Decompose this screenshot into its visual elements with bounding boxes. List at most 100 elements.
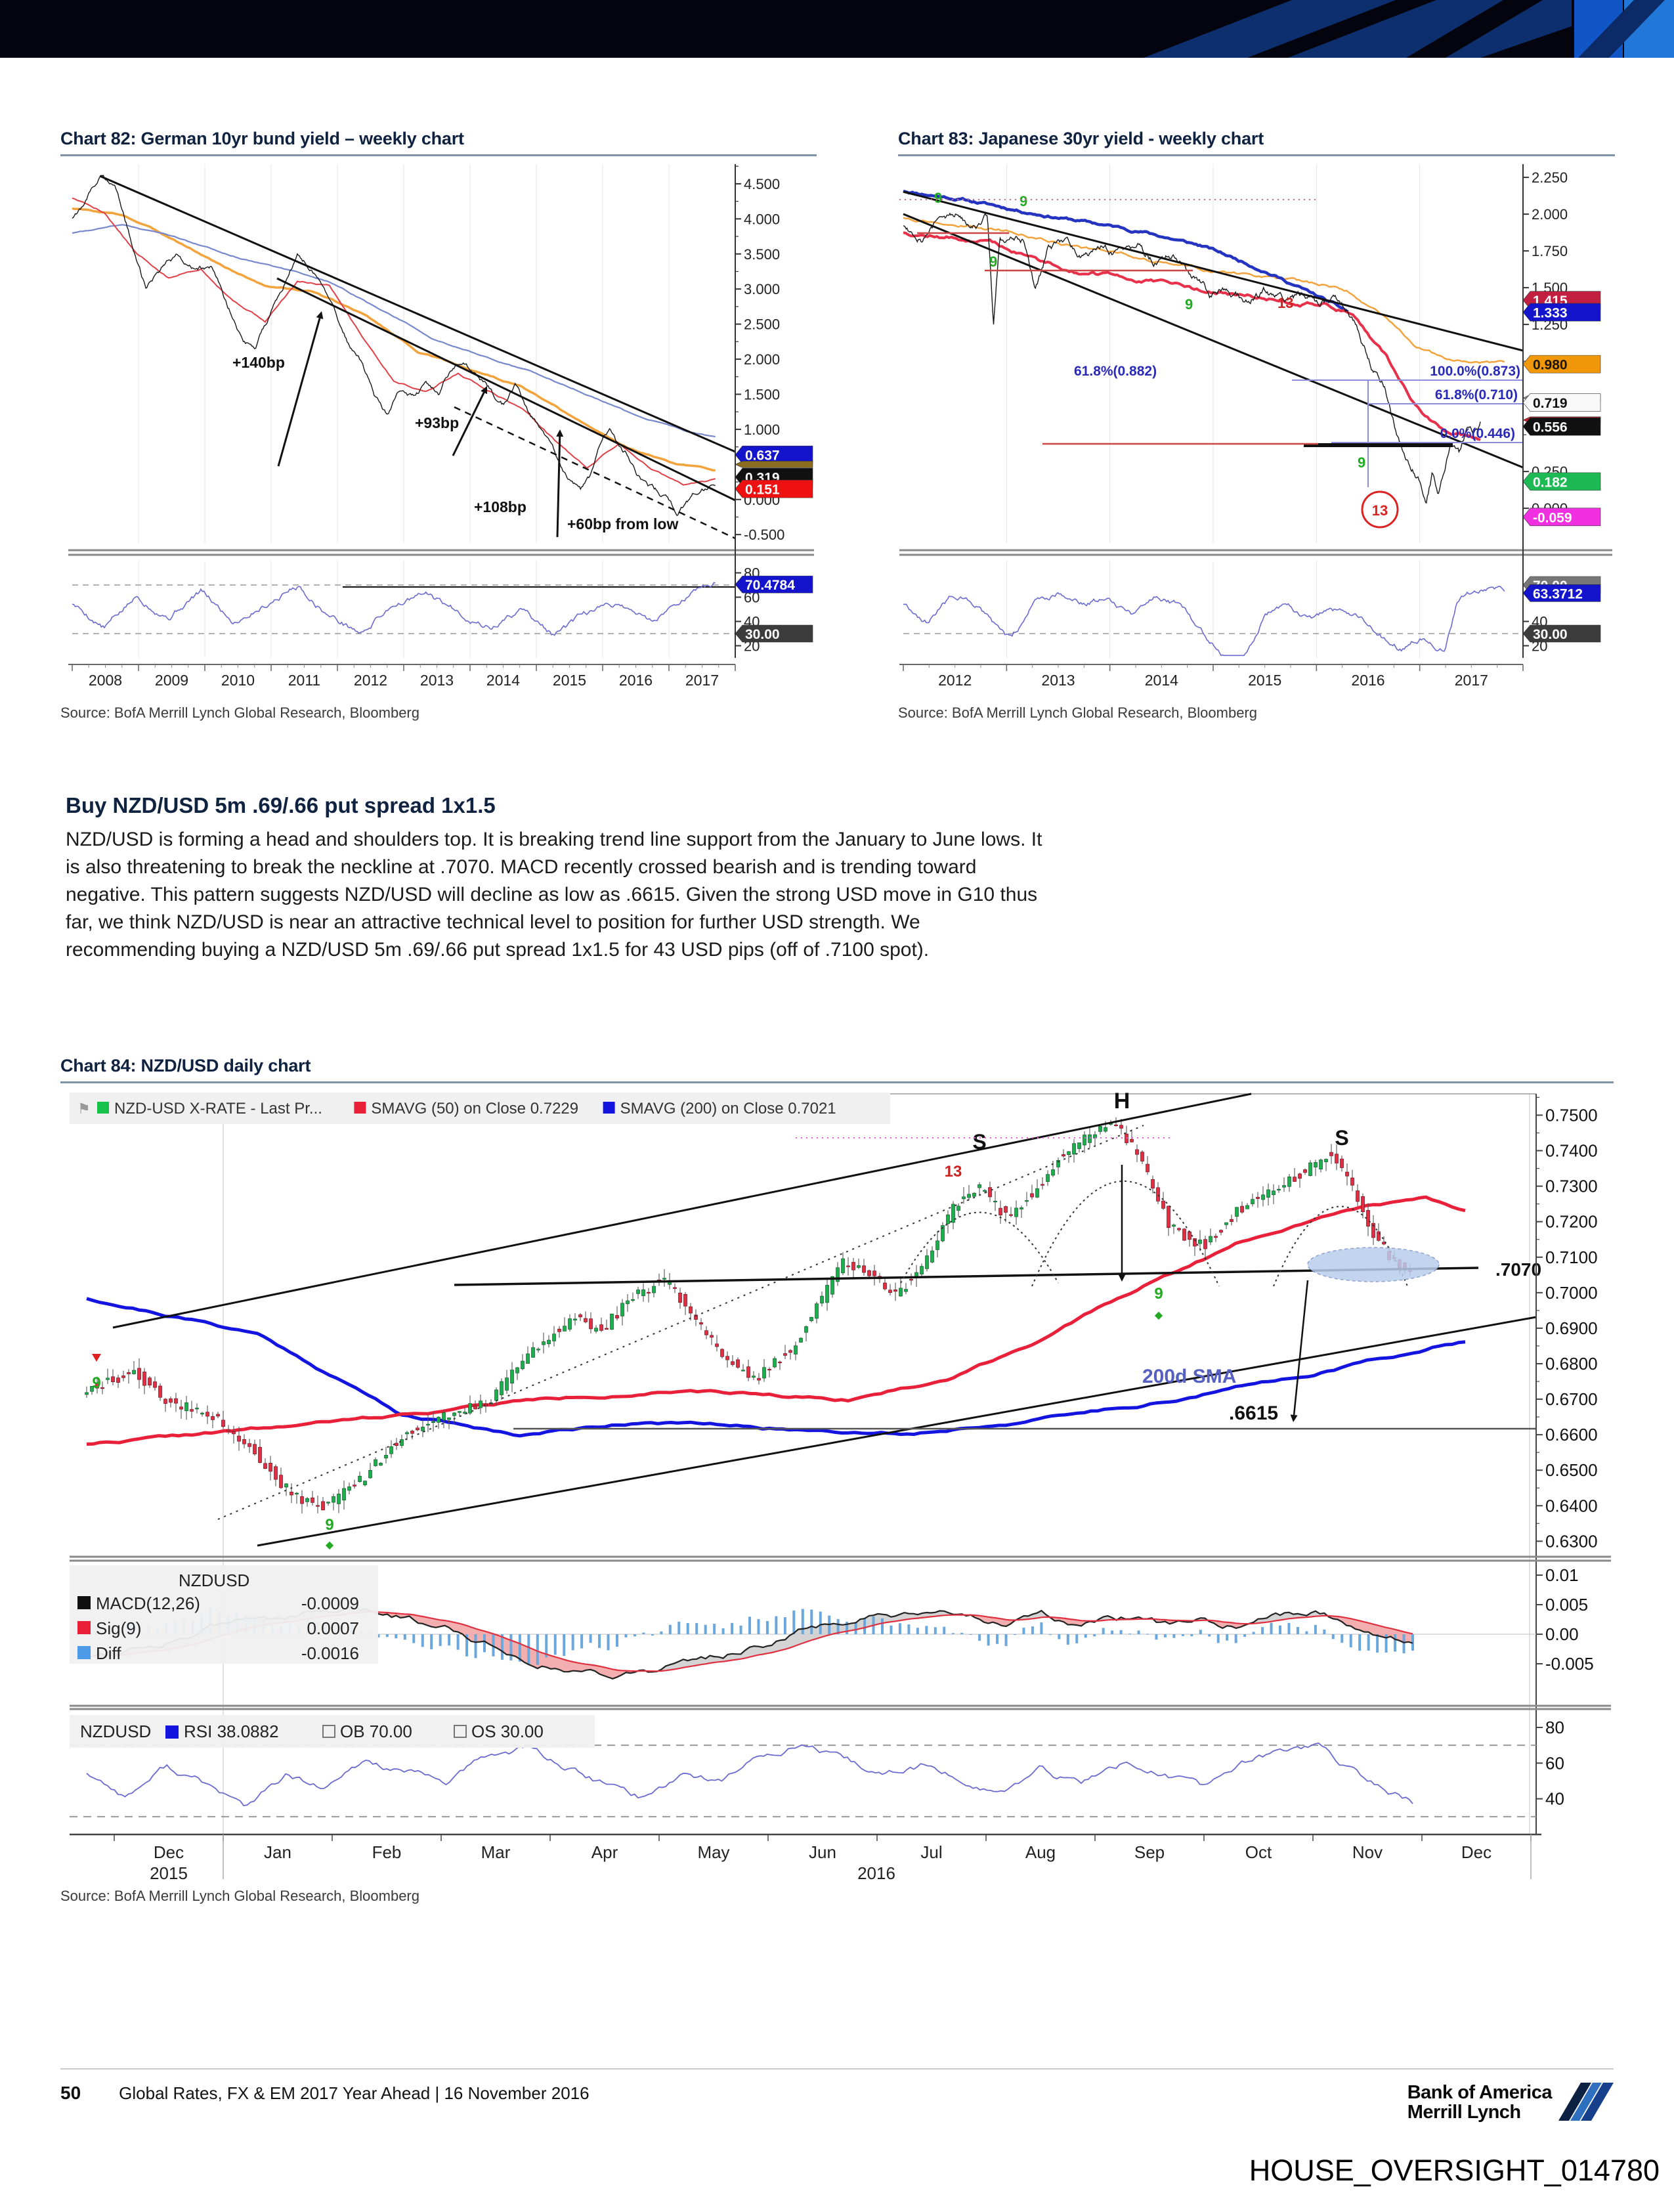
chart82-rsi-thresholds — [72, 584, 735, 634]
chart82-year-gridlines — [138, 164, 670, 658]
banner-graphic — [0, 0, 1674, 58]
svg-text:63.3712: 63.3712 — [1533, 586, 1583, 601]
svg-text:13: 13 — [1277, 295, 1293, 311]
chart82-svg: +140bp +93bp +108bp +60bp from low 4.500 4.00… — [68, 164, 814, 689]
chart83-price-series — [903, 212, 1481, 504]
svg-text:9: 9 — [1154, 1285, 1163, 1303]
svg-text:1.333: 1.333 — [1533, 306, 1568, 321]
svg-text:0.6800: 0.6800 — [1545, 1354, 1598, 1374]
chart82-annotations: +140bp +93bp +108bp +60bp from low — [99, 175, 736, 588]
svg-text:RSI 38.0882: RSI 38.0882 — [184, 1722, 279, 1741]
svg-text:3.000: 3.000 — [744, 281, 780, 297]
chart84-title-rule — [60, 1081, 1614, 1083]
svg-text:Oct: Oct — [1245, 1842, 1272, 1862]
chart83-title-rule — [898, 154, 1615, 156]
svg-text:2.000: 2.000 — [744, 351, 780, 368]
svg-text:0.182: 0.182 — [1533, 475, 1568, 490]
chart84-rsi-panel: NZDUSD RSI 38.0882 OB 70.00 OS 30.00 80 60 40 — [70, 1715, 1564, 1817]
svg-text:0.6700: 0.6700 — [1545, 1389, 1598, 1409]
svg-text:Feb: Feb — [372, 1842, 402, 1862]
svg-text:9: 9 — [92, 1374, 100, 1392]
svg-text:OS 30.00: OS 30.00 — [471, 1722, 544, 1741]
svg-text:9: 9 — [934, 190, 942, 206]
svg-text:0.7500: 0.7500 — [1545, 1105, 1598, 1125]
page-number: 50 — [60, 2083, 81, 2103]
svg-text:2011: 2011 — [288, 672, 320, 689]
svg-text:SMAVG (200) on Close 0.7021: SMAVG (200) on Close 0.7021 — [620, 1100, 836, 1117]
chart82-title-rule — [60, 154, 817, 156]
svg-text:Dec: Dec — [1461, 1842, 1492, 1862]
svg-text:2012: 2012 — [938, 672, 972, 689]
svg-text:0.719: 0.719 — [1533, 396, 1568, 411]
svg-text:9: 9 — [1358, 454, 1365, 471]
svg-text:MACD(12,26): MACD(12,26) — [96, 1594, 200, 1613]
svg-text:4.500: 4.500 — [744, 176, 780, 192]
top-banner — [0, 0, 1674, 58]
svg-text:H: H — [1114, 1089, 1130, 1114]
chart84-canvas: .7070 .6615 H S S 200d SMA 9 9 ◆ 9 ◆ 13 ⚑ NZD-USD X-R… — [60, 1086, 1614, 1884]
svg-text:2009: 2009 — [155, 672, 188, 689]
svg-text:Sep: Sep — [1134, 1842, 1165, 1862]
chart84-y-axis: 0.7500 0.7400 0.7300 0.7200 0.7100 0.7000 0.69… — [1535, 1094, 1598, 1834]
svg-text:Jun: Jun — [809, 1842, 836, 1862]
svg-text:2013: 2013 — [1041, 672, 1075, 689]
svg-text:0.6500: 0.6500 — [1545, 1460, 1598, 1480]
svg-text:2014: 2014 — [1145, 672, 1178, 689]
svg-text:70.4784: 70.4784 — [745, 578, 795, 593]
chart82-x-axis: 2008 2009 2010 2011 2012 2013 2014 2015 2016 2017 — [68, 664, 736, 689]
footer: 50 Global Rates, FX & EM 2017 Year Ahead… — [60, 2083, 1614, 2122]
chart84-source: Source: BofA Merrill Lynch Global Resear… — [60, 1888, 419, 1904]
figure-chart82: Chart 82: German 10yr bund yield – weekl… — [60, 129, 817, 722]
chart84-svg: .7070 .6615 H S S 200d SMA 9 9 ◆ 9 ◆ 13 ⚑ NZD-USD X-R… — [70, 1089, 1611, 1883]
section-heading: Buy NZD/USD 5m .69/.66 put spread 1x1.5 — [66, 793, 496, 817]
chart82-price-series — [72, 175, 716, 517]
svg-text:30.00: 30.00 — [1533, 627, 1568, 642]
svg-text:13: 13 — [1372, 502, 1388, 519]
svg-text:2014: 2014 — [486, 672, 520, 689]
svg-text:-0.500: -0.500 — [744, 527, 784, 543]
svg-text:+93bp: +93bp — [415, 414, 459, 431]
chart82-canvas: +140bp +93bp +108bp +60bp from low 4.500 4.00… — [60, 159, 817, 701]
svg-text:9: 9 — [1019, 193, 1027, 209]
svg-text:2015: 2015 — [1248, 672, 1281, 689]
chart83-title: Chart 83: Japanese 30yr yield - weekly c… — [898, 129, 1264, 148]
svg-text:-0.059: -0.059 — [1533, 510, 1572, 525]
svg-text:0.7100: 0.7100 — [1545, 1247, 1598, 1267]
figure-chart84: Chart 84: NZD/USD daily chart .7070 .6615… — [60, 1056, 1614, 1905]
chart84-sma50 — [86, 1195, 1466, 1446]
svg-text:2.000: 2.000 — [1532, 206, 1568, 223]
svg-text:9: 9 — [1185, 296, 1193, 313]
svg-text:9: 9 — [989, 253, 997, 270]
svg-text:2.500: 2.500 — [744, 316, 780, 333]
svg-text:0.0007: 0.0007 — [307, 1618, 359, 1638]
svg-text:200d SMA: 200d SMA — [1142, 1366, 1236, 1387]
svg-text:1.000: 1.000 — [744, 422, 780, 438]
svg-text:1.750: 1.750 — [1532, 243, 1568, 259]
chart82-source: Source: BofA Merrill Lynch Global Resear… — [60, 705, 419, 721]
watermark-text: HOUSE_OVERSIGHT_014780 — [1249, 2154, 1660, 2187]
svg-text:100.0%(0.873): 100.0%(0.873) — [1430, 364, 1520, 379]
brand-line1: Bank of America — [1407, 2082, 1553, 2103]
svg-text:.7070: .7070 — [1495, 1259, 1541, 1280]
svg-text:S: S — [972, 1130, 986, 1154]
svg-text:61.8%(0.710): 61.8%(0.710) — [1435, 387, 1518, 402]
chart82-rsi-series — [72, 582, 716, 636]
svg-text:S: S — [1335, 1126, 1348, 1150]
document-title: Global Rates, FX & EM 2017 Year Ahead | … — [119, 2083, 590, 2103]
svg-text:0.6900: 0.6900 — [1545, 1318, 1598, 1338]
chart83-canvas: 61.8%(0.882) 100.0%(0.873) 61.8%(0.710) 0.0… — [898, 159, 1615, 701]
svg-text:0.01: 0.01 — [1545, 1565, 1579, 1585]
svg-text:Jan: Jan — [264, 1842, 291, 1862]
svg-text:13: 13 — [945, 1163, 962, 1181]
chart83-x-axis: 2012 2013 2014 2015 2016 2017 — [899, 664, 1524, 689]
chart84-annotations: .7070 .6615 H S S 200d SMA 9 9 ◆ 9 ◆ 13 — [92, 1089, 1541, 1551]
svg-text:2013: 2013 — [420, 672, 454, 689]
svg-text:40: 40 — [1545, 1789, 1564, 1809]
svg-text:+140bp: +140bp — [232, 354, 285, 371]
svg-text:Apr: Apr — [591, 1842, 618, 1862]
svg-text:2017: 2017 — [685, 672, 719, 689]
svg-text:May: May — [697, 1842, 729, 1862]
svg-text:.6615: .6615 — [1229, 1402, 1278, 1424]
